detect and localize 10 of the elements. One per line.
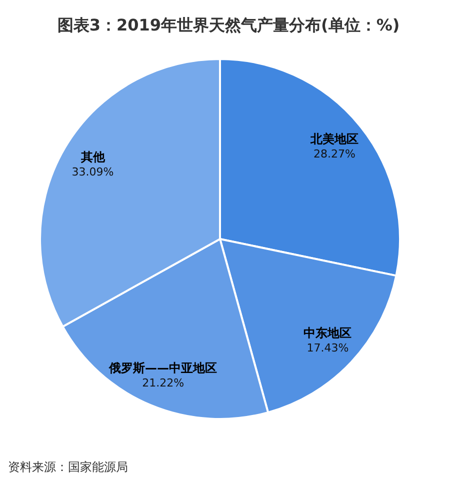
slice-label: 中东地区 <box>304 326 352 340</box>
chart-title: 图表3：2019年世界天然气产量分布(单位：%) <box>57 16 400 34</box>
text: 资料来源：国家能源局 <box>8 460 128 474</box>
slice-label: 俄罗斯——中亚地区 <box>108 361 218 376</box>
data-label: 28.27% <box>314 147 356 160</box>
slice-label: 其他 <box>80 150 106 164</box>
data-label: 33.09% <box>72 166 114 179</box>
slice-label: 北美地区 <box>310 132 359 146</box>
data-label: 17.43% <box>306 341 349 354</box>
data-label: 21.22% <box>142 376 184 390</box>
